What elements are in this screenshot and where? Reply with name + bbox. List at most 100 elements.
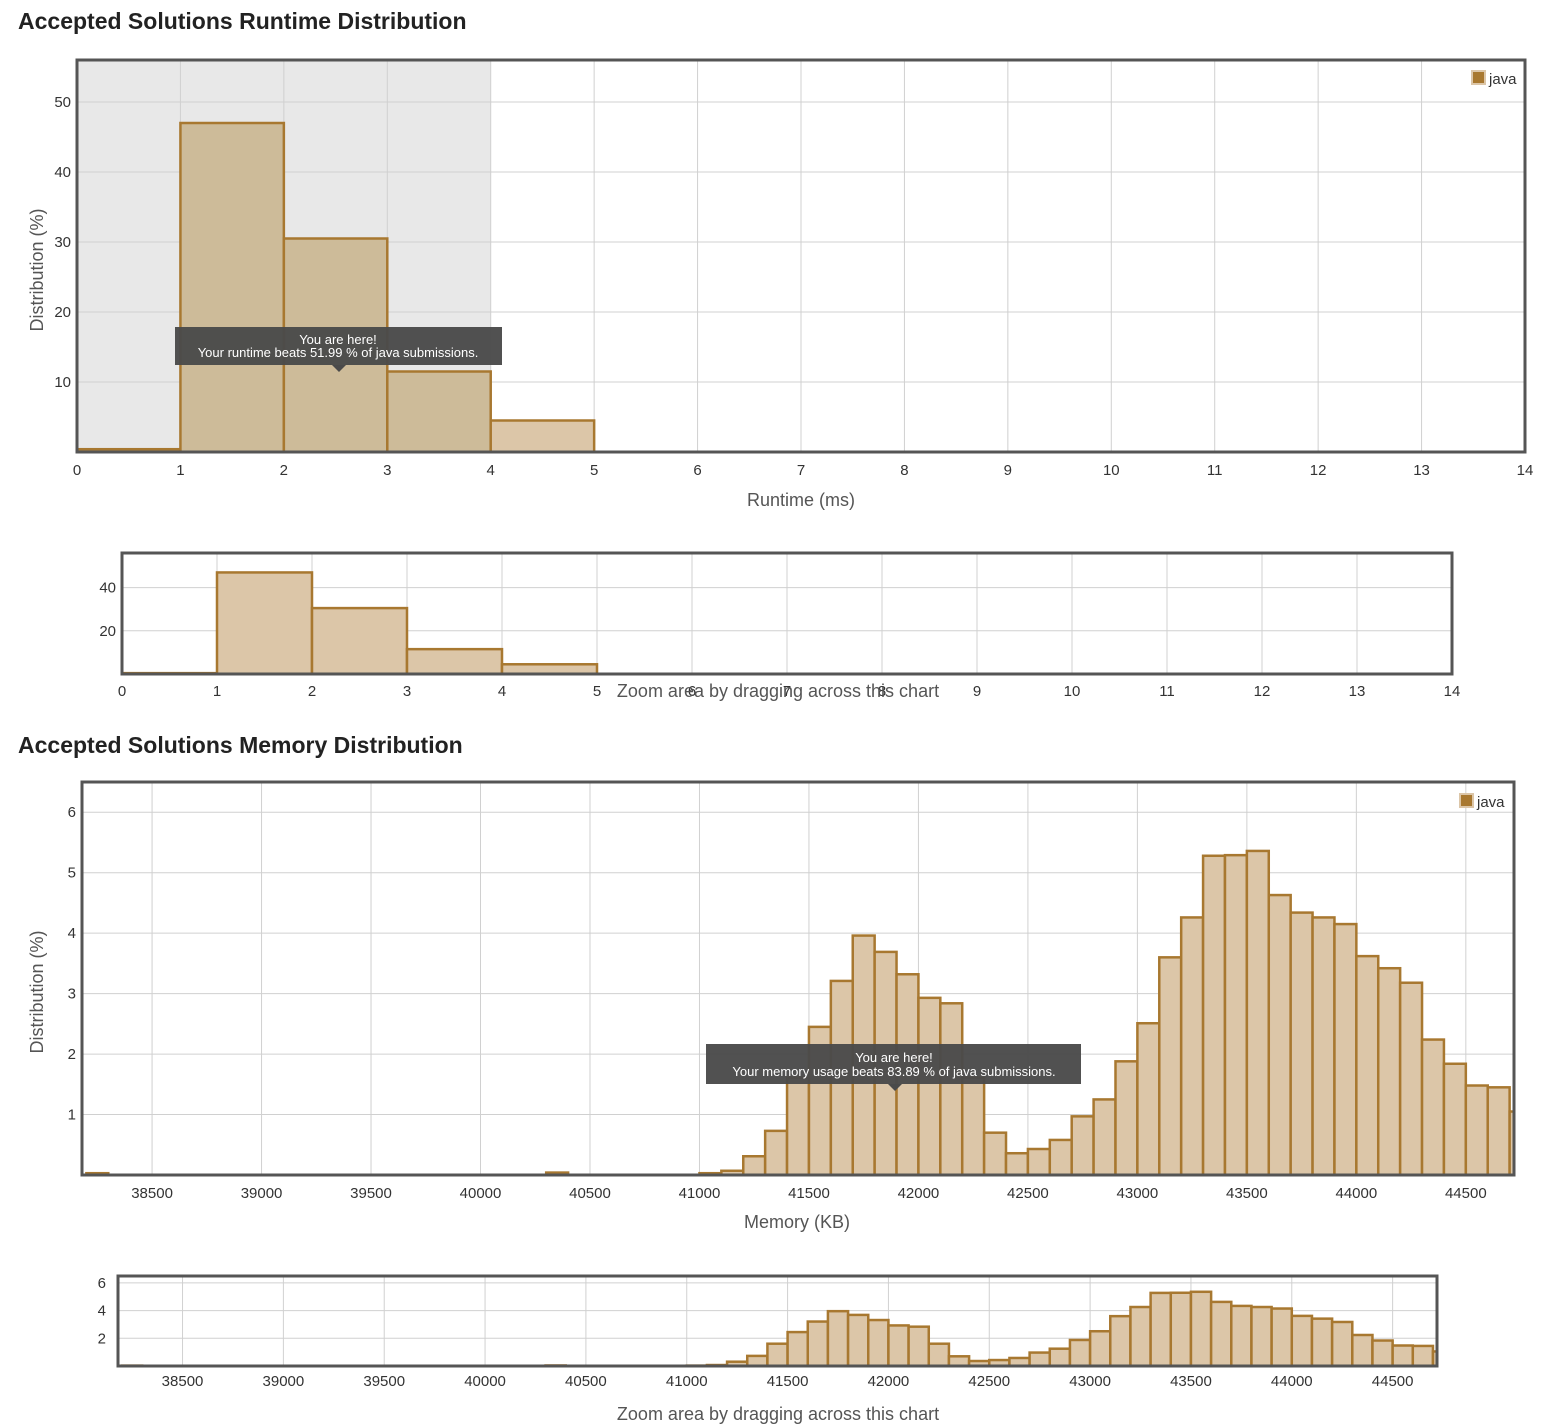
histogram-bar[interactable] [1201, 854, 1227, 1177]
x-tick-label: 5 [593, 683, 601, 700]
histogram-bar[interactable] [1270, 1307, 1294, 1368]
x-tick-label: 43500 [1226, 1185, 1268, 1202]
histogram-bar[interactable] [1136, 1021, 1161, 1177]
histogram-bar[interactable] [1290, 1314, 1314, 1368]
runtime-legend[interactable]: java [1471, 70, 1517, 88]
histogram-bar[interactable] [766, 1342, 789, 1368]
histogram-bar[interactable] [960, 1076, 986, 1177]
histogram-bar[interactable] [806, 1320, 830, 1368]
histogram-bar[interactable] [1267, 893, 1292, 1177]
histogram-bar[interactable] [1048, 1347, 1072, 1368]
histogram-bar[interactable] [1250, 1305, 1273, 1368]
histogram-bar[interactable] [1351, 1333, 1374, 1368]
y-tick-label: 3 [68, 986, 76, 1003]
histogram-bar[interactable] [1289, 911, 1314, 1177]
histogram-bar[interactable] [1004, 1151, 1030, 1177]
histogram-bar[interactable] [1026, 1147, 1052, 1177]
runtime-x-ticks: 0 1 2 3 4 5 6 7 8 9 10 11 12 13 14 [73, 462, 1534, 479]
x-tick-label: 14 [1444, 683, 1461, 700]
histogram-bar[interactable] [1114, 1060, 1139, 1177]
histogram-bar[interactable] [907, 1325, 931, 1368]
x-tick-label: 4 [487, 462, 495, 479]
histogram-bar[interactable] [405, 647, 504, 676]
x-tick-label: 44500 [1445, 1185, 1487, 1202]
histogram-bar[interactable] [1398, 981, 1424, 1177]
histogram-bar[interactable] [1179, 916, 1205, 1177]
histogram-bar[interactable] [215, 571, 314, 676]
histogram-bar[interactable] [1189, 1290, 1213, 1368]
histogram-bar[interactable] [179, 121, 286, 454]
x-tick-label: 7 [783, 683, 791, 700]
y-tick-label: 50 [54, 94, 71, 111]
histogram-bar[interactable] [1355, 954, 1380, 1177]
memory-bars[interactable] [85, 849, 1516, 1177]
x-tick-label: 11 [1159, 683, 1175, 700]
histogram-bar[interactable] [1109, 1314, 1132, 1368]
y-tick-label: 2 [98, 1330, 106, 1347]
runtime-legend-label: java [1488, 71, 1517, 88]
histogram-bar[interactable] [1048, 1138, 1073, 1177]
histogram-bar[interactable] [1245, 849, 1271, 1177]
histogram-bar[interactable] [763, 1129, 789, 1177]
histogram-bar[interactable] [1420, 1038, 1446, 1177]
memory-navigator-chart[interactable]: 38500 39000 39500 40000 40500 41000 41500 42000… [0, 1260, 1548, 1424]
histogram-bar[interactable] [1068, 1338, 1092, 1368]
histogram-bar[interactable] [1330, 1320, 1354, 1368]
runtime-navigator-bars [120, 571, 599, 676]
histogram-bar[interactable] [745, 1354, 769, 1368]
memory-tooltip-heading: You are here! [855, 1050, 933, 1065]
x-tick-label: 3 [383, 462, 391, 479]
histogram-bar[interactable] [939, 1002, 964, 1177]
histogram-bar[interactable] [310, 606, 409, 676]
histogram-bar[interactable] [1464, 1084, 1489, 1177]
x-tick-label: 38500 [131, 1185, 173, 1202]
runtime-tooltip: You are here! Your runtime beats 51.99 %… [175, 327, 502, 372]
x-tick-label: 1 [176, 462, 184, 479]
histogram-bar[interactable] [1088, 1329, 1112, 1368]
x-tick-label: 0 [73, 462, 81, 479]
memory-x-axis-label: Memory (KB) [744, 1212, 850, 1232]
histogram-bar[interactable] [1376, 966, 1402, 1177]
histogram-bar[interactable] [826, 1309, 850, 1368]
histogram-bar[interactable] [927, 1342, 951, 1368]
histogram-bar[interactable] [1209, 1300, 1233, 1368]
memory-distribution-chart[interactable]: 38500 39000 39500 40000 40500 41000 41500 42000… [0, 760, 1548, 1260]
histogram-bar[interactable] [1149, 1291, 1173, 1368]
histogram-bar[interactable] [1486, 1086, 1511, 1177]
histogram-bar[interactable] [917, 996, 942, 1177]
histogram-bar[interactable] [1333, 922, 1358, 1177]
histogram-bar[interactable] [1092, 1098, 1117, 1177]
histogram-bar[interactable] [742, 1155, 767, 1177]
histogram-bar[interactable] [1310, 1317, 1334, 1368]
histogram-bar[interactable] [867, 1318, 890, 1368]
histogram-bar[interactable] [1028, 1351, 1052, 1368]
runtime-navigator-x-ticks: 0 1 2 3 4 5 6 7 8 9 10 11 12 13 14 [118, 683, 1461, 700]
runtime-plot-frame [75, 58, 1527, 454]
histogram-bar[interactable] [1169, 1291, 1193, 1368]
memory-legend[interactable]: java [1459, 793, 1505, 811]
histogram-bar[interactable] [982, 1131, 1008, 1177]
histogram-bar[interactable] [1230, 1304, 1253, 1368]
histogram-bar[interactable] [1391, 1344, 1415, 1368]
memory-navigator-frame [116, 1274, 1439, 1368]
x-tick-label: 1 [213, 683, 221, 700]
histogram-bar[interactable] [1411, 1344, 1435, 1368]
histogram-bar[interactable] [1129, 1305, 1152, 1368]
histogram-bar[interactable] [785, 1076, 811, 1177]
histogram-bar[interactable] [1371, 1339, 1394, 1368]
x-tick-label: 7 [797, 462, 805, 479]
histogram-bar[interactable] [1158, 956, 1183, 1177]
histogram-bar[interactable] [1223, 853, 1249, 1177]
histogram-bar[interactable] [786, 1330, 810, 1368]
memory-navigator-y-ticks: 2 4 6 [98, 1275, 106, 1347]
histogram-bar[interactable] [846, 1313, 870, 1368]
histogram-bar[interactable] [887, 1324, 910, 1368]
x-tick-label: 39500 [350, 1185, 392, 1202]
histogram-bar[interactable] [1070, 1115, 1095, 1177]
histogram-bar[interactable] [489, 419, 596, 454]
histogram-bar[interactable] [1442, 1062, 1468, 1177]
histogram-bar[interactable] [386, 370, 492, 454]
histogram-bar[interactable] [1311, 916, 1336, 1177]
